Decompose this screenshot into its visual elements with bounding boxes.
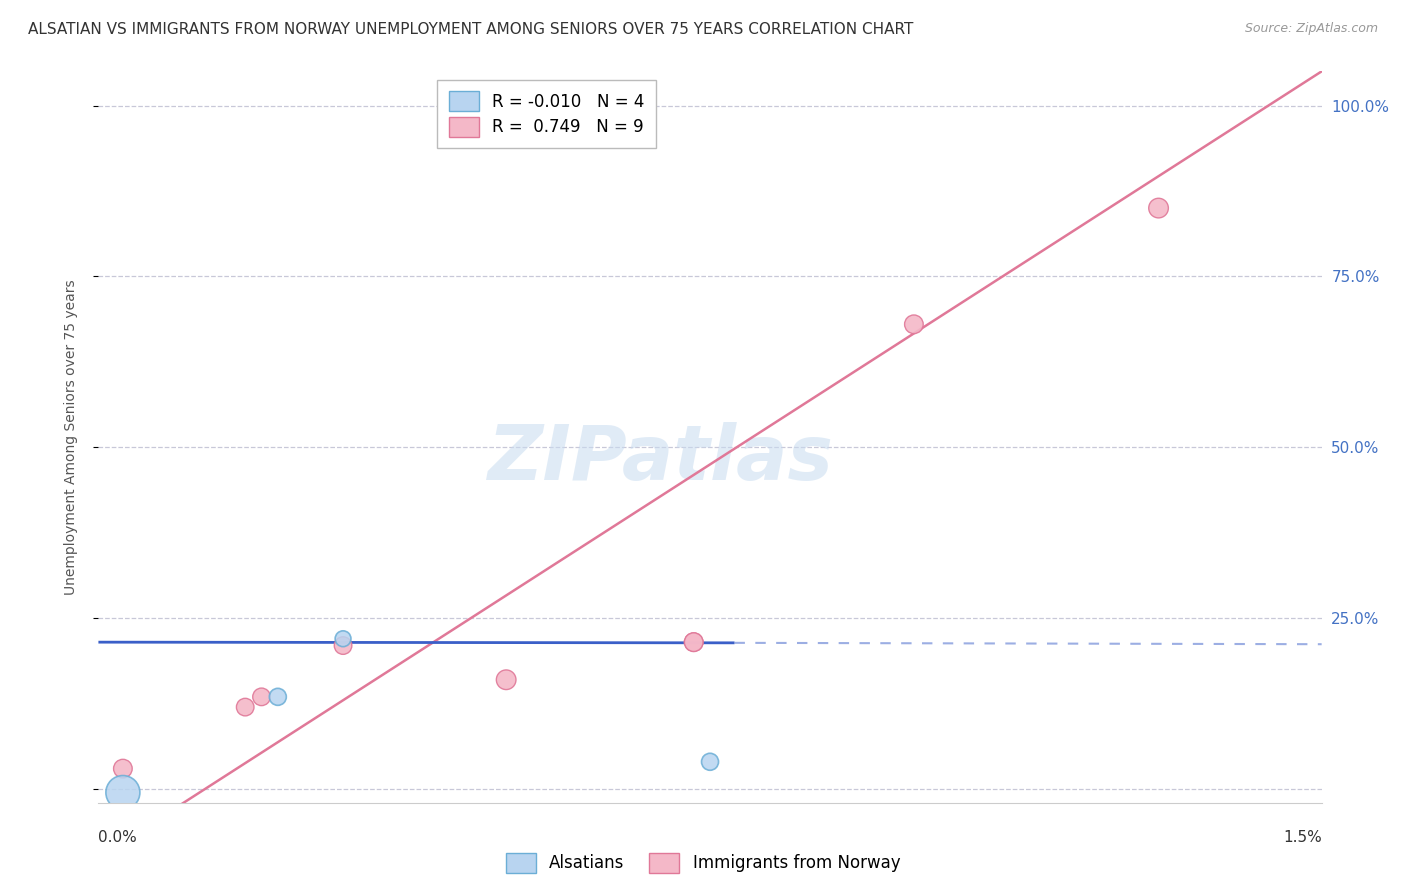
Point xyxy=(682,635,704,649)
Text: 0.0%: 0.0% xyxy=(98,830,138,845)
Point xyxy=(699,755,721,769)
Legend: Alsatians, Immigrants from Norway: Alsatians, Immigrants from Norway xyxy=(499,847,907,880)
Point xyxy=(682,635,704,649)
Point xyxy=(332,639,354,653)
Legend: R = -0.010   N = 4, R =  0.749   N = 9: R = -0.010 N = 4, R = 0.749 N = 9 xyxy=(437,79,657,148)
Y-axis label: Unemployment Among Seniors over 75 years: Unemployment Among Seniors over 75 years xyxy=(63,279,77,595)
Text: Source: ZipAtlas.com: Source: ZipAtlas.com xyxy=(1244,22,1378,36)
Point xyxy=(267,690,290,704)
Text: 1.5%: 1.5% xyxy=(1282,830,1322,845)
Point xyxy=(233,700,256,714)
Point xyxy=(111,786,134,800)
Text: ALSATIAN VS IMMIGRANTS FROM NORWAY UNEMPLOYMENT AMONG SENIORS OVER 75 YEARS CORR: ALSATIAN VS IMMIGRANTS FROM NORWAY UNEMP… xyxy=(28,22,914,37)
Text: ZIPatlas: ZIPatlas xyxy=(488,422,834,496)
Point xyxy=(903,318,925,332)
Point xyxy=(495,673,517,687)
Point xyxy=(250,690,273,704)
Point xyxy=(111,762,134,776)
Point xyxy=(1147,201,1170,215)
Point xyxy=(332,632,354,646)
